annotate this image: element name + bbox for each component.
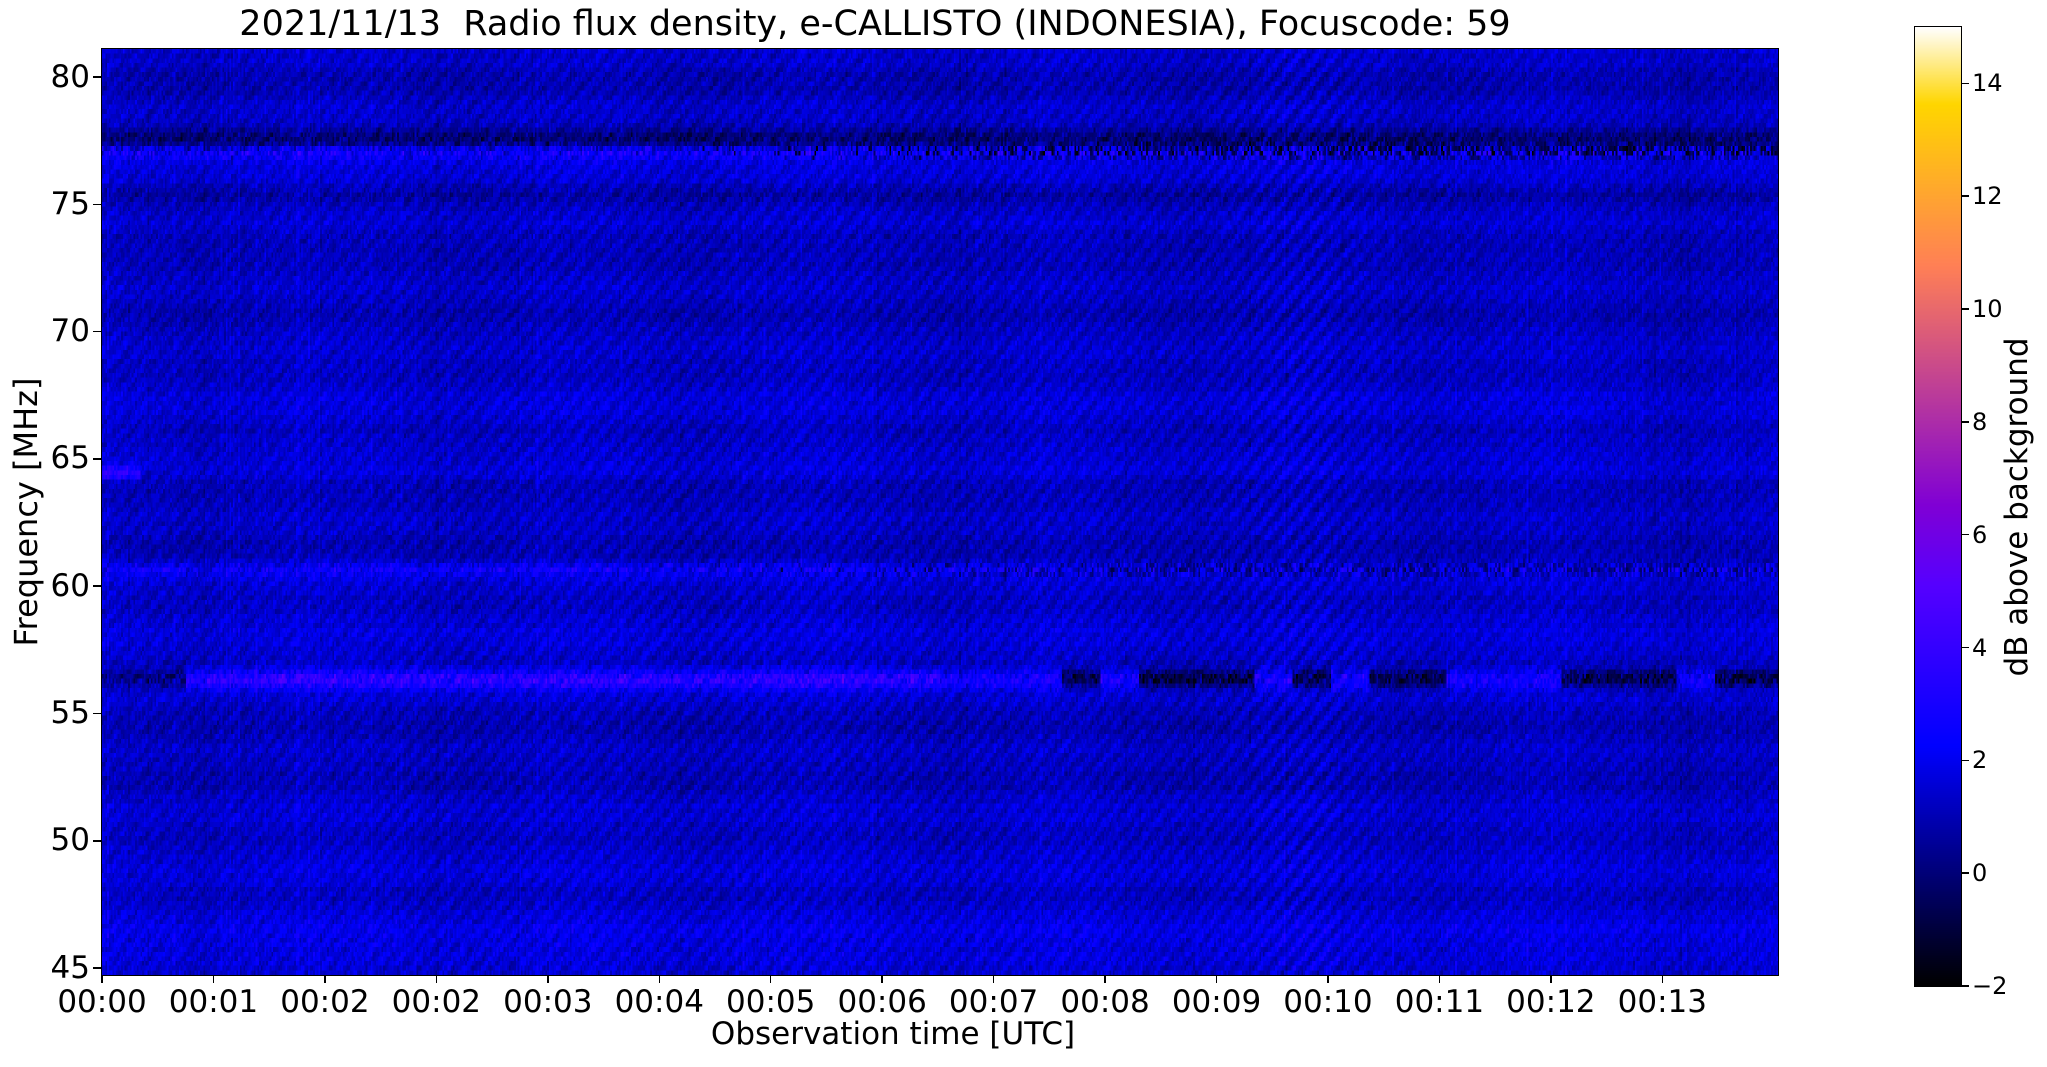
y-tick-label: 70 (50, 313, 90, 350)
tick-mark (547, 975, 549, 983)
colorbar-tick-label: 2 (1972, 746, 1988, 775)
tick-mark (881, 975, 883, 983)
x-tick-label: 00:01 (168, 984, 259, 1020)
spectrogram-canvas (101, 48, 1779, 976)
tick-mark (1961, 872, 1969, 874)
colorbar-gradient (1914, 26, 1962, 987)
x-tick-label: 00:13 (1617, 984, 1707, 1020)
y-tick-label: 65 (50, 440, 90, 477)
colorbar-tick-label: 10 (1972, 295, 2003, 324)
tick-mark (93, 330, 102, 333)
x-tick-label: 00:04 (614, 984, 704, 1020)
tick-mark (101, 975, 103, 983)
tick-mark (1961, 985, 1969, 987)
tick-mark (93, 712, 102, 715)
y-tick-label: 50 (50, 822, 90, 859)
tick-mark (1961, 646, 1969, 649)
colorbar-tick-label: 8 (1972, 407, 1988, 436)
tick-mark (1327, 975, 1329, 983)
colorbar-tick-label: 4 (1972, 633, 1988, 662)
x-axis-label: Observation time [UTC] (710, 1016, 1076, 1052)
x-tick-label: 00:11 (1394, 984, 1485, 1020)
tick-mark (1961, 82, 1969, 85)
tick-mark (992, 975, 995, 983)
tick-mark (1961, 308, 1969, 310)
chart-title: 2021/11/13 Radio flux density, e-CALLIST… (239, 4, 1511, 44)
tick-mark (324, 975, 326, 983)
tick-mark (1104, 975, 1106, 983)
tick-mark (93, 967, 102, 969)
x-tick-label: 00:05 (726, 984, 816, 1020)
tick-mark (93, 76, 102, 78)
tick-mark (93, 840, 102, 842)
tick-mark (1438, 975, 1441, 983)
tick-mark (1961, 195, 1969, 197)
tick-mark (93, 203, 102, 206)
y-axis-label: Frequency [MHz] (7, 377, 45, 647)
tick-mark (1550, 975, 1552, 983)
tick-mark (93, 458, 102, 460)
tick-mark (1961, 759, 1969, 762)
tick-mark (769, 975, 772, 983)
x-tick-label: 00:03 (503, 984, 593, 1020)
x-tick-label: 00:06 (837, 984, 927, 1020)
x-tick-label: 00:08 (1060, 984, 1150, 1020)
x-tick-label: 00:10 (1283, 984, 1373, 1020)
tick-mark (435, 975, 438, 983)
x-tick-label: 00:02 (391, 984, 482, 1020)
colorbar-tick-label: 12 (1972, 182, 2003, 211)
tick-mark (1961, 421, 1969, 423)
colorbar-tick-label: 0 (1972, 859, 1988, 888)
tick-mark (1661, 975, 1664, 983)
tick-mark (212, 975, 215, 983)
colorbar-tick-label: 14 (1972, 69, 2003, 98)
y-tick-label: 75 (50, 185, 90, 222)
colorbar-tick-label: −2 (1972, 972, 2008, 1000)
tick-mark (658, 975, 660, 983)
colorbar-label: dB above background (1999, 337, 2035, 677)
x-tick-label: 00:09 (1171, 984, 1262, 1020)
x-tick-label: 00:02 (280, 984, 370, 1020)
x-tick-label: 00:07 (948, 984, 1039, 1020)
y-tick-label: 55 (50, 695, 90, 732)
x-tick-label: 00:00 (57, 984, 147, 1020)
x-tick-label: 00:12 (1506, 984, 1596, 1020)
colorbar-tick-label: 6 (1972, 520, 1988, 549)
tick-mark (1215, 975, 1218, 983)
y-tick-label: 45 (50, 949, 90, 986)
tick-mark (93, 585, 102, 587)
y-tick-label: 60 (50, 567, 90, 604)
tick-mark (1961, 533, 1969, 536)
y-tick-label: 80 (50, 58, 90, 95)
